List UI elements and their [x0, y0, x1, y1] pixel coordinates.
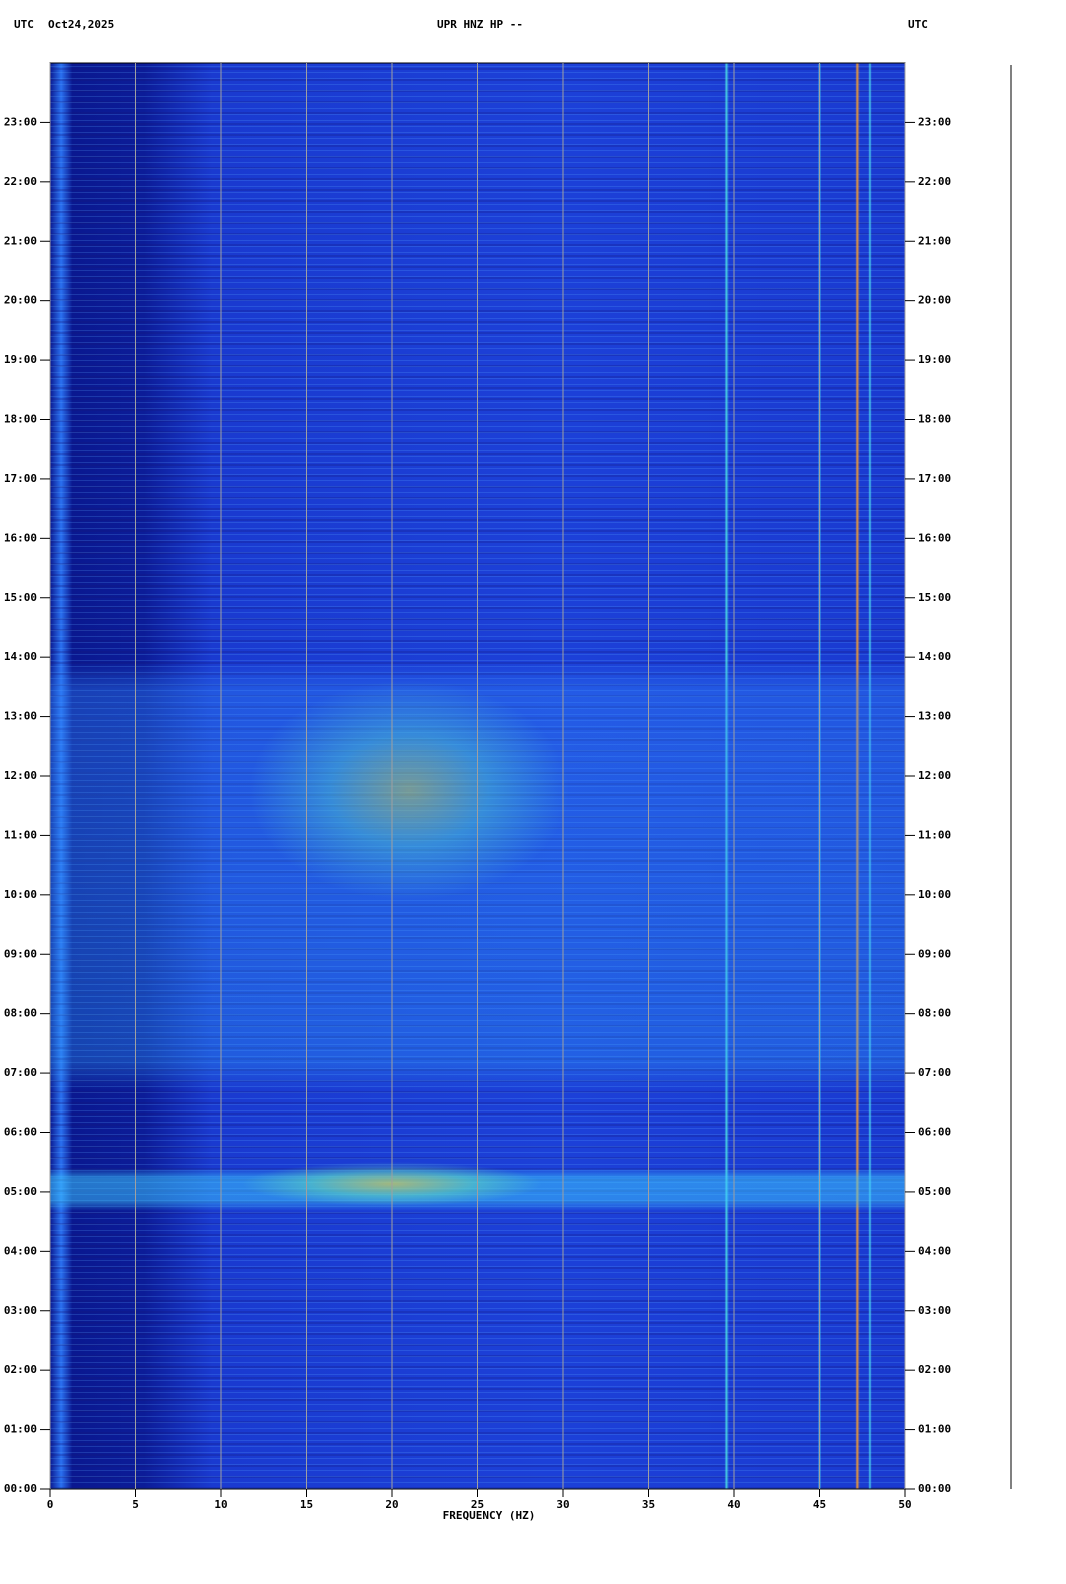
- y-tick-label: 22:00: [918, 175, 951, 188]
- y-tick-label: 12:00: [918, 769, 951, 782]
- y-tick-label: 02:00: [918, 1363, 951, 1376]
- y-tick-label: 18:00: [918, 413, 951, 426]
- y-tick-label: 20:00: [918, 294, 951, 307]
- y-tick-label: 17:00: [918, 472, 951, 485]
- y-tick-label: 16:00: [918, 531, 951, 544]
- x-tick-label: 35: [642, 1498, 655, 1511]
- chart-title: UPR HNZ HP --: [437, 18, 523, 31]
- y-tick-label: 10:00: [4, 888, 37, 901]
- x-tick-label: 20: [385, 1498, 398, 1511]
- y-tick-label: 00:00: [918, 1482, 951, 1495]
- y-tick-label: 07:00: [4, 1066, 37, 1079]
- y-tick-label: 23:00: [4, 115, 37, 128]
- y-tick-label: 00:00: [4, 1482, 37, 1495]
- y-tick-label: 02:00: [4, 1363, 37, 1376]
- y-tick-label: 14:00: [918, 650, 951, 663]
- y-tick-label: 08:00: [918, 1007, 951, 1020]
- y-tick-label: 18:00: [4, 413, 37, 426]
- y-tick-label: 15:00: [918, 591, 951, 604]
- x-tick-label: 5: [132, 1498, 139, 1511]
- y-tick-label: 13:00: [4, 710, 37, 723]
- y-tick-label: 07:00: [918, 1066, 951, 1079]
- x-tick-label: 45: [813, 1498, 826, 1511]
- y-tick-label: 11:00: [4, 828, 37, 841]
- y-tick-label: 09:00: [4, 947, 37, 960]
- y-tick-label: 06:00: [4, 1126, 37, 1139]
- y-tick-label: 11:00: [918, 828, 951, 841]
- y-tick-label: 16:00: [4, 531, 37, 544]
- y-tick-label: 04:00: [4, 1244, 37, 1257]
- y-tick-label: 13:00: [918, 710, 951, 723]
- y-tick-label: 19:00: [918, 353, 951, 366]
- header-tz: UTC: [14, 18, 34, 31]
- y-tick-label: 20:00: [4, 294, 37, 307]
- y-tick-label: 12:00: [4, 769, 37, 782]
- y-tick-label: 06:00: [918, 1126, 951, 1139]
- y-tick-label: 03:00: [918, 1304, 951, 1317]
- y-tick-label: 01:00: [4, 1423, 37, 1436]
- x-tick-label: 50: [898, 1498, 911, 1511]
- header-date: Oct24,2025: [48, 18, 114, 31]
- x-tick-label: 10: [214, 1498, 227, 1511]
- y-tick-label: 04:00: [918, 1244, 951, 1257]
- x-tick-label: 0: [47, 1498, 54, 1511]
- x-tick-label: 15: [300, 1498, 313, 1511]
- x-tick-label: 25: [471, 1498, 484, 1511]
- header-tz: UTC: [908, 18, 928, 31]
- y-tick-label: 01:00: [918, 1423, 951, 1436]
- y-tick-label: 15:00: [4, 591, 37, 604]
- y-tick-label: 05:00: [918, 1185, 951, 1198]
- x-tick-label: 30: [556, 1498, 569, 1511]
- y-tick-label: 17:00: [4, 472, 37, 485]
- y-tick-label: 09:00: [918, 947, 951, 960]
- y-tick-label: 21:00: [918, 234, 951, 247]
- y-tick-label: 19:00: [4, 353, 37, 366]
- x-tick-label: 40: [727, 1498, 740, 1511]
- x-axis-label: FREQUENCY (HZ): [443, 1509, 536, 1522]
- y-tick-label: 23:00: [918, 115, 951, 128]
- y-tick-label: 21:00: [4, 234, 37, 247]
- y-tick-label: 22:00: [4, 175, 37, 188]
- y-tick-label: 10:00: [918, 888, 951, 901]
- y-tick-label: 08:00: [4, 1007, 37, 1020]
- y-tick-label: 14:00: [4, 650, 37, 663]
- y-tick-label: 03:00: [4, 1304, 37, 1317]
- y-tick-label: 05:00: [4, 1185, 37, 1198]
